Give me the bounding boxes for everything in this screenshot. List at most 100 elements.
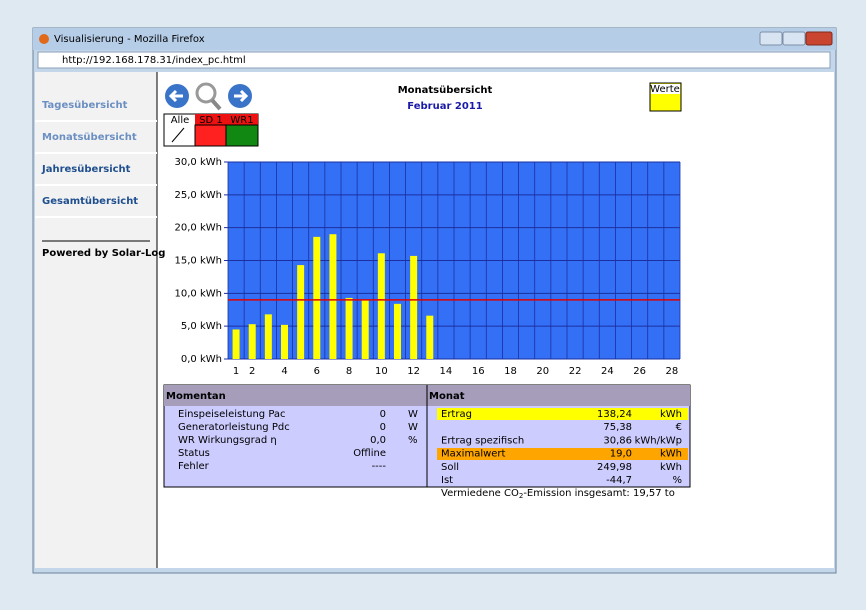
x-tick-label: 12: [407, 366, 420, 377]
x-tick-label: 16: [472, 366, 485, 377]
y-tick-label: 30,0 kWh: [175, 157, 222, 168]
x-tick-label: 24: [601, 366, 614, 377]
max-highlight: [437, 448, 688, 460]
x-tick-label: 22: [569, 366, 582, 377]
sidebar: [35, 72, 157, 568]
row-value: 138,24: [597, 409, 632, 420]
legend-header: SD 1: [199, 115, 223, 126]
nav-link[interactable]: Jahresübersicht: [41, 164, 131, 175]
nav-link[interactable]: Monatsübersicht: [42, 132, 137, 143]
monat-title: Monat: [429, 391, 465, 402]
row-label: Einspeiseleistung Pac: [178, 409, 286, 420]
x-tick-label: 28: [666, 366, 679, 377]
legend-sd-head: [195, 114, 226, 125]
close[interactable]: [805, 31, 833, 46]
arrows: [168, 89, 249, 103]
footer: Vermiedene CO2-Emission insgesamt: 19,57…: [441, 488, 675, 500]
footer-text: -Emission insgesamt: 19,57 to: [523, 488, 675, 499]
legend-header: Alle: [171, 115, 190, 126]
row-label: Fehler: [178, 461, 210, 472]
nav-link[interactable]: Tagesübersicht: [42, 100, 128, 111]
row-unit: kWh: [660, 462, 682, 473]
y-tick-label: 5,0 kWh: [181, 321, 222, 332]
x-tick-label: 14: [440, 366, 453, 377]
werte-head: [651, 84, 680, 94]
bar: [377, 253, 385, 359]
nav-link[interactable]: Gesamtübersicht: [42, 196, 138, 207]
chart-subtitle: Februar 2011: [407, 101, 482, 112]
row-unit: kWh: [660, 449, 682, 460]
minimize[interactable]: [759, 31, 783, 46]
row-unit: %: [672, 475, 682, 486]
footer-sub: 2: [519, 492, 523, 500]
title-bar: [33, 28, 836, 50]
x-tick-label: 18: [504, 366, 517, 377]
row-label: Ertrag spezifisch: [441, 435, 524, 446]
row-value: 19,0: [610, 449, 632, 460]
bar: [313, 236, 321, 359]
row-value: 0: [380, 409, 386, 420]
bar: [264, 314, 272, 359]
row-value: 249,98: [597, 462, 632, 473]
powered-by: Powered by Solar-Log: [42, 248, 165, 259]
firefox-icon: [39, 34, 49, 44]
row-label: Ertrag: [441, 409, 472, 420]
bar: [345, 297, 353, 359]
ertrag-highlight: [437, 408, 688, 420]
legend-wr[interactable]: [225, 124, 259, 147]
legend-header: WR1: [230, 115, 253, 126]
row-value: ----: [372, 461, 387, 472]
row-unit: W: [408, 409, 418, 420]
search-handle: [210, 98, 222, 111]
werte-label: Werte: [650, 84, 680, 95]
row-value: 75,38: [603, 422, 632, 433]
y-tick-label: 25,0 kWh: [175, 190, 222, 201]
maximize[interactable]: [782, 31, 806, 46]
pen-icon: [171, 127, 185, 143]
bar: [248, 324, 256, 359]
y-tick-label: 0,0 kWh: [181, 354, 222, 365]
address-bar[interactable]: [37, 51, 831, 69]
url: http://192.168.178.31/index_pc.html: [62, 55, 246, 66]
row-value: Offline: [353, 448, 386, 459]
row-unit: W: [408, 422, 418, 433]
search-button[interactable]: [195, 82, 217, 104]
x-tick-label: 1: [233, 366, 239, 377]
row-unit: €: [676, 422, 682, 433]
x-tick-label: 2: [249, 366, 255, 377]
bar: [426, 315, 434, 359]
chart-title: Monatsübersicht: [398, 85, 493, 96]
row-value: 30,86: [603, 435, 632, 446]
bar: [410, 255, 418, 359]
row-label: Ist: [441, 475, 453, 486]
x-tick-label: 6: [314, 366, 320, 377]
x-tick-label: 26: [633, 366, 646, 377]
momentan-title: Momentan: [166, 391, 226, 402]
row-label: Soll: [441, 462, 459, 473]
bar: [232, 329, 240, 359]
row-label: Status: [178, 448, 210, 459]
row-value: -44,7: [606, 475, 632, 486]
bar: [281, 324, 288, 359]
x-tick-label: 10: [375, 366, 388, 377]
row-label: WR Wirkungsgrad η: [178, 435, 277, 446]
bar: [297, 265, 305, 359]
row-label: Generatorleistung Pdc: [178, 422, 290, 433]
y-tick-label: 20,0 kWh: [175, 223, 222, 234]
row-unit: kWh/kWp: [635, 435, 682, 446]
y-tick-label: 10,0 kWh: [175, 288, 222, 299]
row-value: 0: [380, 422, 386, 433]
row-label: Maximalwert: [441, 449, 506, 460]
bar: [329, 234, 337, 359]
bar: [394, 303, 401, 359]
window-title: Visualisierung - Mozilla Firefox: [54, 34, 205, 45]
y-tick-label: 15,0 kWh: [175, 256, 222, 267]
row-value: 0,0: [370, 435, 386, 446]
row-unit: kWh: [660, 409, 682, 420]
bar: [361, 299, 369, 359]
footer-text: Vermiedene CO: [441, 488, 519, 499]
x-tick-label: 20: [536, 366, 549, 377]
legend-sd[interactable]: [194, 124, 227, 147]
